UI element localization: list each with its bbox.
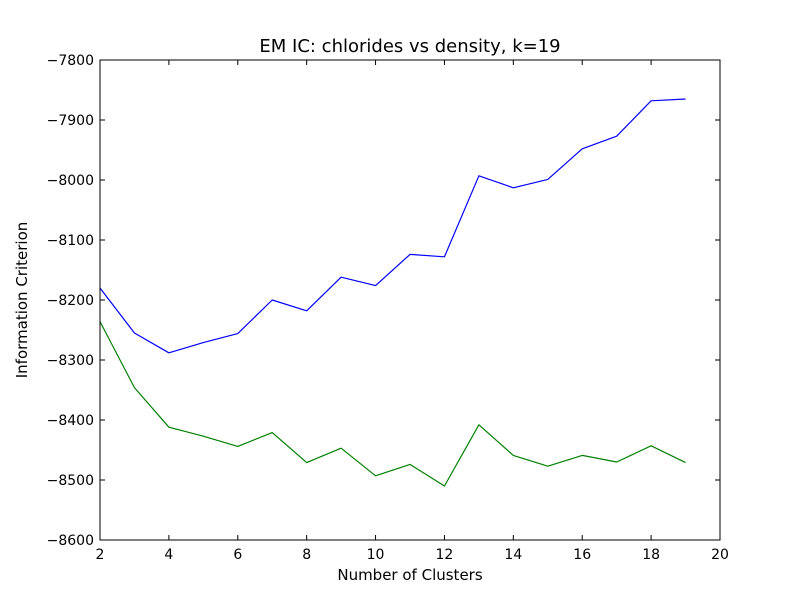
x-tick-label-1: 4	[164, 547, 173, 563]
plot-area	[100, 60, 720, 540]
y-tick-label-7: −7900	[47, 113, 94, 129]
x-tick-label-0: 2	[96, 547, 105, 563]
series-layer	[99, 98, 686, 487]
x-tick-label-6: 14	[504, 547, 522, 563]
y-tick-label-4: −8200	[47, 293, 94, 309]
y-tick-label-0: −8600	[47, 533, 94, 549]
x-tick-label-9: 20	[711, 547, 729, 563]
x-tick-label-8: 18	[642, 547, 660, 563]
y-tick-label-1: −8500	[47, 473, 94, 489]
chart-title: EM IC: chlorides vs density, k=19	[259, 36, 560, 57]
series-line-0	[99, 98, 686, 354]
y-tick-label-6: −8000	[47, 173, 94, 189]
x-tick-label-3: 8	[302, 547, 311, 563]
y-tick-label-2: −8400	[47, 413, 94, 429]
x-tick-label-5: 12	[436, 547, 454, 563]
y-tick-label-3: −8300	[47, 353, 94, 369]
x-tick-label-7: 16	[573, 547, 591, 563]
series-line-1	[99, 321, 686, 487]
y-tick-label-8: −7800	[47, 53, 94, 69]
ticks-layer: 2 4 6 8 10 12 14 16 18 20 −8600 −8500 −8400 −8300 −820…	[47, 53, 729, 563]
y-tick-label-5: −8100	[47, 233, 94, 249]
x-tick-label-4: 10	[367, 547, 385, 563]
y-axis-label: Information Criterion	[13, 222, 31, 379]
x-tick-label-2: 6	[233, 547, 242, 563]
x-axis-label: Number of Clusters	[337, 566, 482, 584]
